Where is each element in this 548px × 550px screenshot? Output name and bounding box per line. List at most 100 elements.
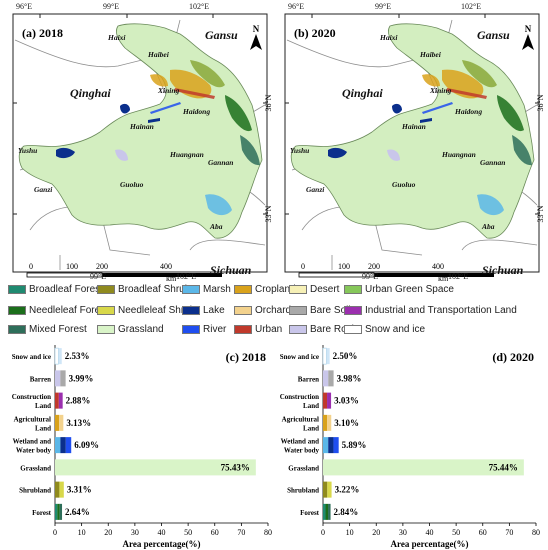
scale-label: 100 [338,262,350,271]
legend-item: Snow and ice [344,324,425,335]
x-tick-label: 40 [158,528,166,537]
place-label-huangnan: Huangnan [170,150,204,159]
lon-tick-top: 96°E [288,2,305,11]
legend-item: Orchard [234,305,291,316]
urban-strip [174,88,215,99]
legend-label: Urban Green Space [365,284,454,295]
bar-snow [58,348,62,365]
legend-swatch [8,285,26,294]
legend-swatch [289,306,307,315]
lon-tick-bottom: 102°E [176,272,197,281]
x-tick-label: 40 [426,528,434,537]
area-percentage-charts: 0 10 20 30 40 50 60 70 80 Area percentage(%) (c) 2… [12,345,540,549]
lake [328,147,347,159]
legend-label: Lake [203,305,225,316]
lat-tick: 36°N [264,94,273,111]
category-label: Forest [32,509,52,517]
x-tick-label: 0 [53,528,57,537]
legend-item: Desert [289,284,339,295]
study-region [290,23,535,239]
category-label: Barren [298,375,319,383]
bar-forest [328,503,331,520]
river-line [422,102,453,114]
place-label-sichuan: Sichuan [482,263,524,277]
legend-swatch [289,285,307,294]
cropland-patch [422,74,440,87]
place-label-haixi: Haixi [380,33,398,42]
legend-swatch [234,306,252,315]
mixed-forest-patch [512,135,532,166]
cropland-patch [150,74,168,87]
bar-construction [55,392,59,409]
scale-unit: km [438,274,449,283]
place-label-guoluo: Guoluo [392,180,416,189]
bar-value-label: 3.99% [69,373,94,383]
legend-label: Orchard [255,305,292,316]
x-tick-label: 30 [131,528,139,537]
x-tick-label: 20 [104,528,112,537]
scale-segment [434,273,494,277]
bar-value-label: 3.98% [337,373,362,383]
bar-value-label: 2.50% [333,351,358,361]
scale-bar: 0 100 200 400 km [298,262,494,283]
legend-item: Bare Soil [289,305,351,316]
x-axis-label: Area percentage(%) [391,539,469,549]
legend-label: Needleleaf Forest [29,305,108,316]
place-label-huangnan: Huangnan [442,150,476,159]
scale-segment [374,273,434,277]
lon-tick-bottom: 99°E [362,272,379,281]
forest-patch [225,95,252,132]
legend-item: Grassland [97,324,164,335]
bare-rock-patch [387,149,400,161]
legend-swatch [344,306,362,315]
bar-construction [58,392,63,409]
north-arrow: N [522,24,534,50]
lon-tick-top: 102°E [461,2,482,11]
legend-label: Snow and ice [365,324,426,335]
study-region [18,23,263,239]
map-panel-2020: N 0 100 200 400 km 36°N 33°N 96°E 99°E 102°E 99°E 10… [272,0,548,290]
scale-label: 0 [301,262,305,271]
lon-tick-top: 99°E [375,2,392,11]
legend-item: Marsh [182,284,231,295]
legend-label: Mixed Forest [29,324,87,335]
x-tick-label: 30 [399,528,407,537]
bar-value-label: 2.53% [65,351,90,361]
bar-value-label: 3.13% [66,418,91,428]
scale-segment [102,273,162,277]
place-label-haibei: Haibei [148,50,169,59]
bar-agricultural [327,414,332,431]
place-label-gannan: Gannan [480,158,506,167]
category-label: Agricultural Land [14,415,51,432]
bar-chart-2020: 0 10 20 30 40 50 60 70 80 Area percentage(%) (d) 2… [280,345,540,549]
x-tick-label: 70 [505,528,513,537]
legend-item: Lake [182,305,225,316]
category-label: Construction Land [12,393,51,410]
bar-forest [325,503,329,520]
bar-forest [59,503,63,520]
bar-snow [54,347,59,365]
bar-agricultural [323,414,328,431]
category-label: Grassland [288,464,319,472]
scale-label: 200 [368,262,380,271]
category-label: Snow and ice [12,353,51,361]
lon-tick-bottom: 102°E [448,272,469,281]
place-label-yushu: Yushu [290,146,310,155]
legend-label: Industrial and Transportation Land [365,305,517,316]
lat-tick: 36°N [536,94,545,111]
bar-wetland [65,437,72,454]
bar-shrubland [327,481,332,498]
bar-value-label: 6.09% [74,440,99,450]
north-arrow: N [250,24,262,50]
bar-construction [327,392,332,409]
bar-grassland [55,459,256,476]
lat-tick: 33°N [264,205,273,222]
category-label: Agricultural Land [282,415,319,432]
map-panel-2018: N 0 100 200 400 km 36°N 33°N 96°E 99°E 102°E 99°E 10… [0,0,276,290]
scale-label: 400 [432,262,444,271]
scale-label: 200 [96,262,108,271]
category-label: Construction Land [280,393,319,410]
lon-tick-top: 96°E [16,2,33,11]
lake [420,118,432,123]
legend-item: River [182,324,226,335]
